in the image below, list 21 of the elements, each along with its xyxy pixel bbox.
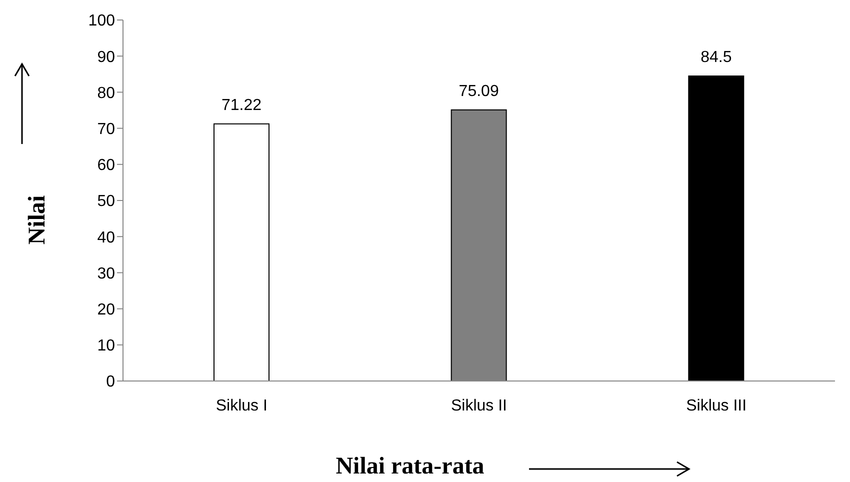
- data-label: 71.22: [221, 96, 262, 114]
- y-tick-label: 10: [97, 338, 116, 355]
- y-tick-label: 60: [97, 157, 116, 174]
- y-tick-label: 70: [97, 120, 116, 138]
- x-tick-label: Siklus III: [686, 397, 747, 414]
- y-tick-label: 40: [97, 229, 116, 246]
- data-label: 84.5: [700, 48, 732, 66]
- y-tick-label: 50: [97, 193, 116, 210]
- y-axis-title: Nilai: [24, 195, 52, 245]
- x-tick-label: Siklus I: [216, 397, 268, 414]
- y-tick-label: 80: [97, 84, 116, 102]
- y-tick-label: 90: [97, 48, 116, 66]
- y-tick-label: 30: [97, 265, 116, 282]
- x-tick-label: Siklus II: [450, 397, 508, 414]
- y-tick-label: 100: [88, 12, 116, 30]
- bar: [214, 123, 270, 381]
- y-tick-label: 0: [106, 374, 116, 391]
- y-tick-label: 20: [97, 301, 116, 318]
- data-label: 75.09: [458, 82, 499, 100]
- x-axis-title: Nilai rata-rata: [336, 454, 484, 480]
- bar: [688, 75, 744, 381]
